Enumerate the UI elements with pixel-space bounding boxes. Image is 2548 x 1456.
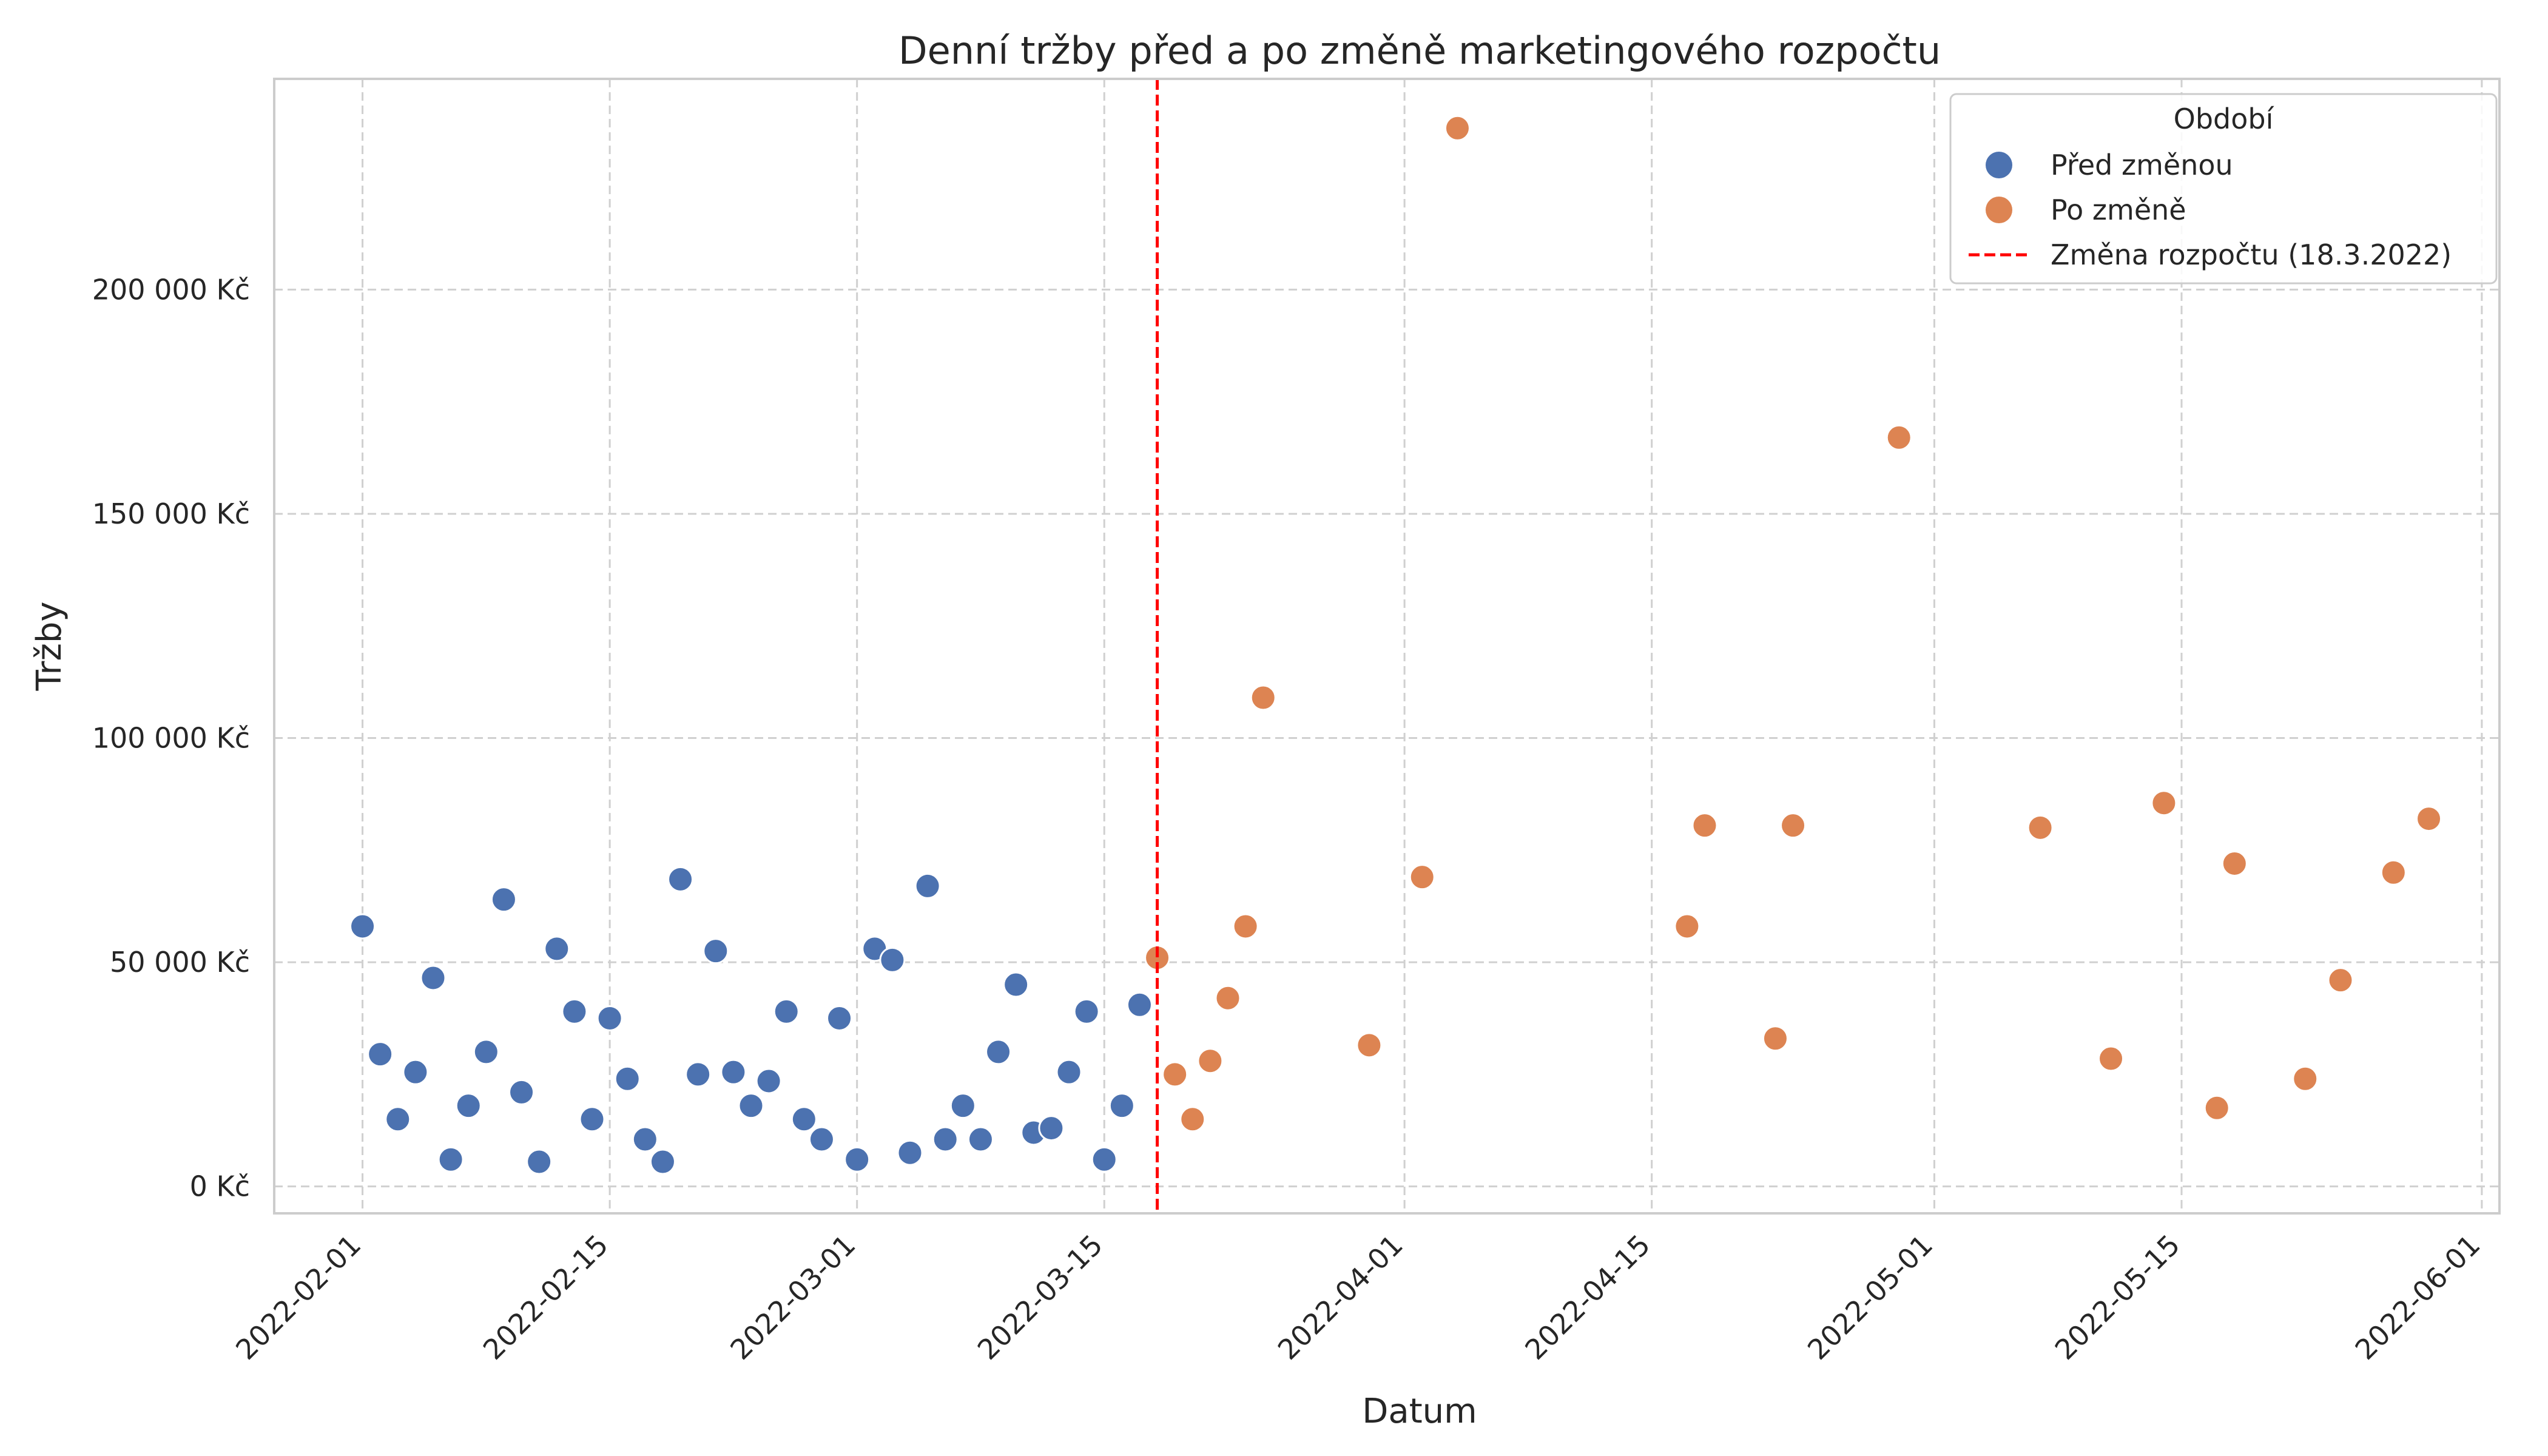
- data-point-before: [1038, 1115, 1065, 1142]
- data-point-after: [1674, 913, 1700, 940]
- data-point-after: [1179, 1106, 1206, 1133]
- data-point-after: [1232, 913, 1259, 940]
- data-point-after: [2203, 1094, 2230, 1121]
- data-point-before: [455, 1093, 482, 1119]
- data-point-after: [1886, 424, 1912, 451]
- data-point-after: [2221, 850, 2248, 877]
- data-point-before: [773, 998, 800, 1025]
- y-axis-ticks: 0 Kč 50 000 Kč 100 000 Kč 150 000 Kč 200 000…: [92, 273, 250, 1202]
- data-point-before: [1091, 1146, 1117, 1173]
- data-point-after: [1356, 1032, 1383, 1059]
- data-point-after: [1215, 985, 1241, 1011]
- data-point-before: [949, 1093, 976, 1119]
- legend-label-after: Po změně: [2051, 194, 2186, 226]
- plot-frame: [273, 78, 2501, 1215]
- data-point-after: [1762, 1025, 1788, 1052]
- data-point-before: [473, 1039, 499, 1065]
- data-point-before: [897, 1139, 923, 1166]
- data-point-after: [2380, 859, 2407, 886]
- data-point-before: [790, 1106, 817, 1133]
- data-point-before: [385, 1106, 411, 1133]
- x-axis-label: Datum: [1362, 1392, 1477, 1431]
- data-point-before: [808, 1126, 835, 1153]
- y-axis-label: Tržby: [30, 601, 69, 691]
- data-point-before: [826, 1005, 853, 1031]
- data-point-before: [985, 1039, 1012, 1065]
- y-tick-label: 50 000 Kč: [110, 946, 250, 979]
- legend-label-change-line: Změna rozpočtu (18.3.2022): [2051, 238, 2452, 271]
- chart-title: Denní tržby před a po změně marketingové…: [898, 29, 1941, 73]
- data-point-before: [632, 1126, 658, 1153]
- legend-label-before: Před změnou: [2051, 149, 2233, 181]
- data-point-before: [526, 1148, 553, 1175]
- legend: Období Před změnou Po změně Změna rozpoč…: [1949, 93, 2498, 285]
- data-point-before: [738, 1093, 764, 1119]
- data-point-before: [614, 1065, 641, 1092]
- data-point-after: [2416, 806, 2442, 832]
- data-point-after: [2098, 1045, 2125, 1072]
- data-point-before: [1126, 991, 1153, 1018]
- data-point-after: [1444, 115, 1471, 141]
- data-point-after: [2151, 790, 2177, 817]
- data-point-before: [1108, 1093, 1135, 1119]
- data-point-before: [490, 886, 517, 913]
- data-point-before: [579, 1106, 605, 1133]
- data-point-after: [2027, 814, 2054, 841]
- data-point-before: [544, 935, 570, 962]
- data-point-after: [1409, 864, 1435, 891]
- data-point-after: [1780, 812, 1807, 839]
- data-point-before: [561, 998, 588, 1025]
- y-tick-label: 200 000 Kč: [92, 273, 250, 306]
- data-point-before: [667, 866, 694, 892]
- data-point-before: [1056, 1059, 1082, 1085]
- data-point-after: [1162, 1061, 1188, 1088]
- data-point-before: [420, 965, 447, 991]
- data-point-after: [1691, 812, 1718, 839]
- y-tick-label: 0 Kč: [190, 1170, 250, 1203]
- data-point-before: [844, 1146, 871, 1173]
- data-point-after: [1197, 1048, 1224, 1074]
- data-point-before: [596, 1005, 623, 1031]
- data-point-after: [1250, 684, 1276, 711]
- data-point-before: [914, 872, 941, 899]
- y-tick-label: 150 000 Kč: [92, 497, 250, 530]
- data-point-before: [367, 1041, 394, 1068]
- legend-box: [1949, 93, 2498, 285]
- data-point-before: [720, 1059, 747, 1085]
- data-point-before: [437, 1146, 464, 1173]
- data-point-before: [879, 946, 906, 973]
- data-point-before: [349, 913, 376, 940]
- data-point-before: [967, 1126, 994, 1153]
- data-point-before: [685, 1061, 712, 1088]
- legend-marker-before: [1986, 152, 2012, 178]
- legend-title: Období: [2174, 103, 2274, 135]
- data-points: [349, 115, 2442, 1175]
- y-tick-label: 100 000 Kč: [92, 722, 250, 755]
- data-point-before: [649, 1148, 676, 1175]
- data-point-before: [402, 1059, 429, 1085]
- data-point-before: [1073, 998, 1100, 1025]
- data-point-after: [2292, 1065, 2319, 1092]
- data-point-after: [2327, 967, 2354, 994]
- data-point-before: [932, 1126, 959, 1153]
- data-point-before: [1003, 971, 1030, 998]
- data-point-before: [508, 1079, 535, 1105]
- data-point-before: [755, 1068, 782, 1094]
- legend-marker-after: [1986, 197, 2012, 223]
- data-point-before: [703, 938, 729, 965]
